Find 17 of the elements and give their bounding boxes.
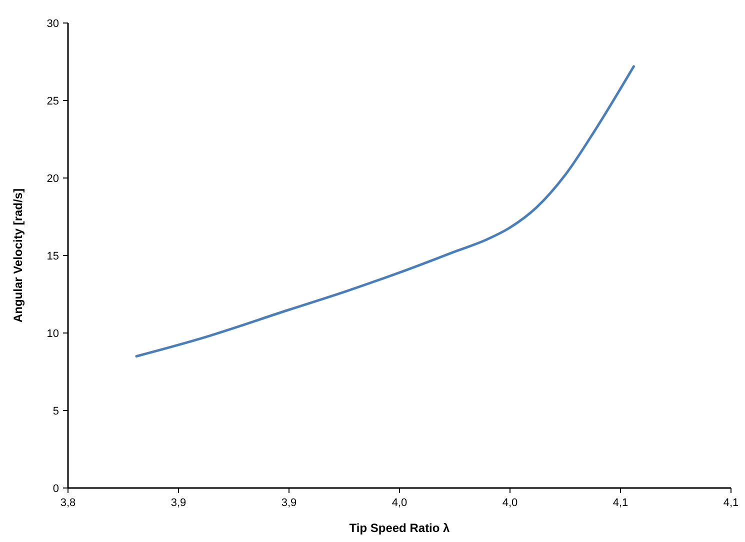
x-axis-title: Tip Speed Ratio λ	[349, 521, 450, 535]
x-tick-label: 3,9	[281, 497, 297, 509]
y-tick-label: 15	[46, 250, 59, 262]
y-axis-title: Angular Velocity [rad/s]	[11, 188, 25, 323]
y-tick-label: 30	[46, 18, 59, 30]
x-tick-label: 4,1	[612, 497, 628, 509]
y-tick-label: 0	[52, 482, 59, 495]
line-series	[135, 65, 636, 358]
x-tick-label: 4,0	[502, 497, 518, 509]
x-tick-label: 4,1	[723, 497, 739, 509]
x-tick-label: 3,8	[60, 497, 76, 509]
y-tick-label: 10	[46, 328, 59, 340]
y-tick-label: 20	[46, 172, 59, 185]
y-tick-label: 25	[46, 95, 59, 108]
x-tick-label: 4,0	[392, 497, 408, 509]
x-tick-label: 3,9	[170, 497, 186, 509]
y-tick-label: 5	[52, 405, 59, 418]
